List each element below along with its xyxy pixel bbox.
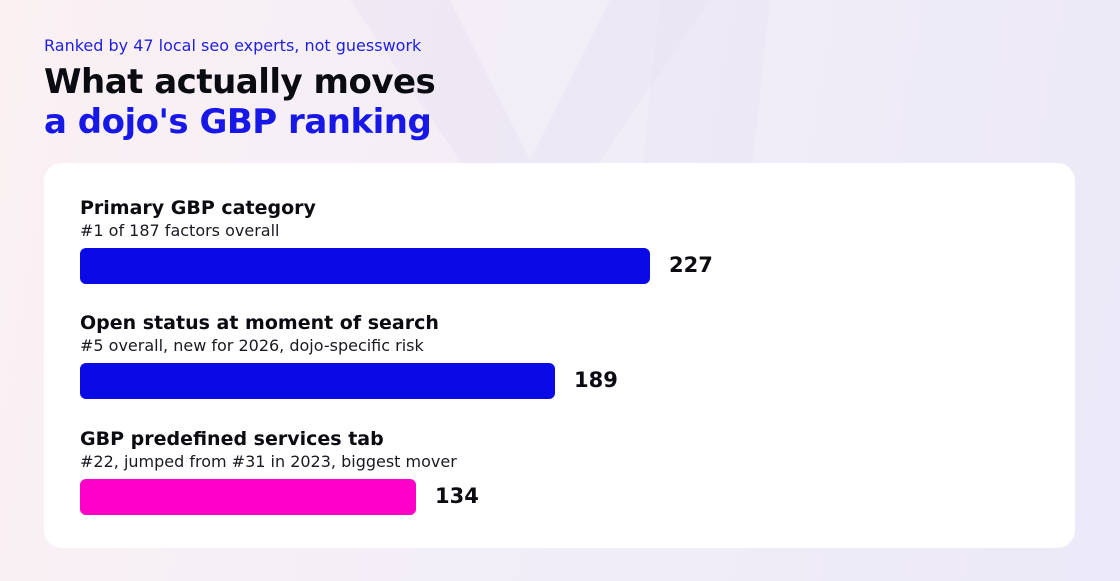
bar-row: 227 (80, 248, 980, 284)
bar-subtitle: #1 of 187 factors overall (80, 221, 280, 240)
bar-subtitle: #5 overall, new for 2026, dojo-specific … (80, 336, 424, 355)
bar-row: 134 (80, 479, 980, 515)
bar (80, 248, 650, 284)
bar (80, 479, 416, 515)
bar-value-label: 134 (435, 484, 479, 508)
bar-value-label: 227 (669, 253, 713, 277)
bar-value-label: 189 (574, 368, 618, 392)
page-title: What actually moves a dojo's GBP ranking (44, 62, 436, 142)
title-line-2: a dojo's GBP ranking (44, 102, 432, 142)
bar (80, 363, 555, 399)
bar-category-label: Primary GBP category (80, 197, 316, 219)
bar-subtitle: #22, jumped from #31 in 2023, biggest mo… (80, 452, 457, 471)
bar-category-label: Open status at moment of search (80, 312, 439, 334)
bar-item: Open status at moment of search #5 overal… (80, 311, 980, 399)
title-line-1: What actually moves (44, 62, 436, 102)
bar-item: GBP predefined services tab #22, jumped f… (80, 427, 980, 515)
bar-item: Primary GBP category #1 of 187 factors ov… (80, 196, 980, 284)
bar-row: 189 (80, 363, 980, 399)
eyebrow-text: Ranked by 47 local seo experts, not gues… (44, 36, 422, 55)
bar-category-label: GBP predefined services tab (80, 428, 384, 450)
chart-card: Primary GBP category #1 of 187 factors ov… (44, 163, 1075, 548)
